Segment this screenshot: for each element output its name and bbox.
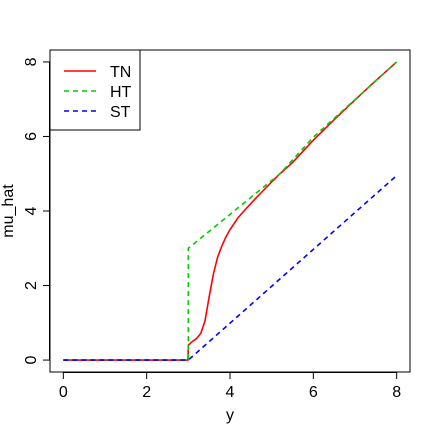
x-axis: 0 2 4 6 8: [59, 372, 401, 401]
legend-label-ht: HT: [110, 84, 132, 101]
y-tick-label: 4: [23, 206, 40, 215]
legend: TN HT ST: [49, 49, 141, 131]
y-axis-label: mu_hat: [0, 184, 17, 238]
x-tick-label: 8: [392, 384, 401, 401]
legend-box: [49, 49, 141, 131]
x-tick-label: 6: [309, 384, 318, 401]
x-axis-label: y: [226, 407, 234, 424]
legend-label-st: ST: [110, 104, 131, 121]
x-tick-label: 0: [59, 384, 68, 401]
y-tick-label: 6: [23, 132, 40, 141]
series-line-ht: [63, 61, 398, 361]
plot-lines: [63, 61, 398, 361]
legend-label-tn: TN: [110, 64, 131, 81]
y-tick-label: 0: [23, 356, 40, 365]
y-tick-label: 8: [23, 57, 40, 66]
y-tick-label: 2: [23, 281, 40, 290]
series-line-st: [63, 174, 398, 361]
x-tick-label: 4: [226, 384, 235, 401]
series-line-tn: [63, 61, 398, 361]
y-axis: 0 2 4 6 8: [23, 57, 50, 365]
x-tick-label: 2: [142, 384, 151, 401]
